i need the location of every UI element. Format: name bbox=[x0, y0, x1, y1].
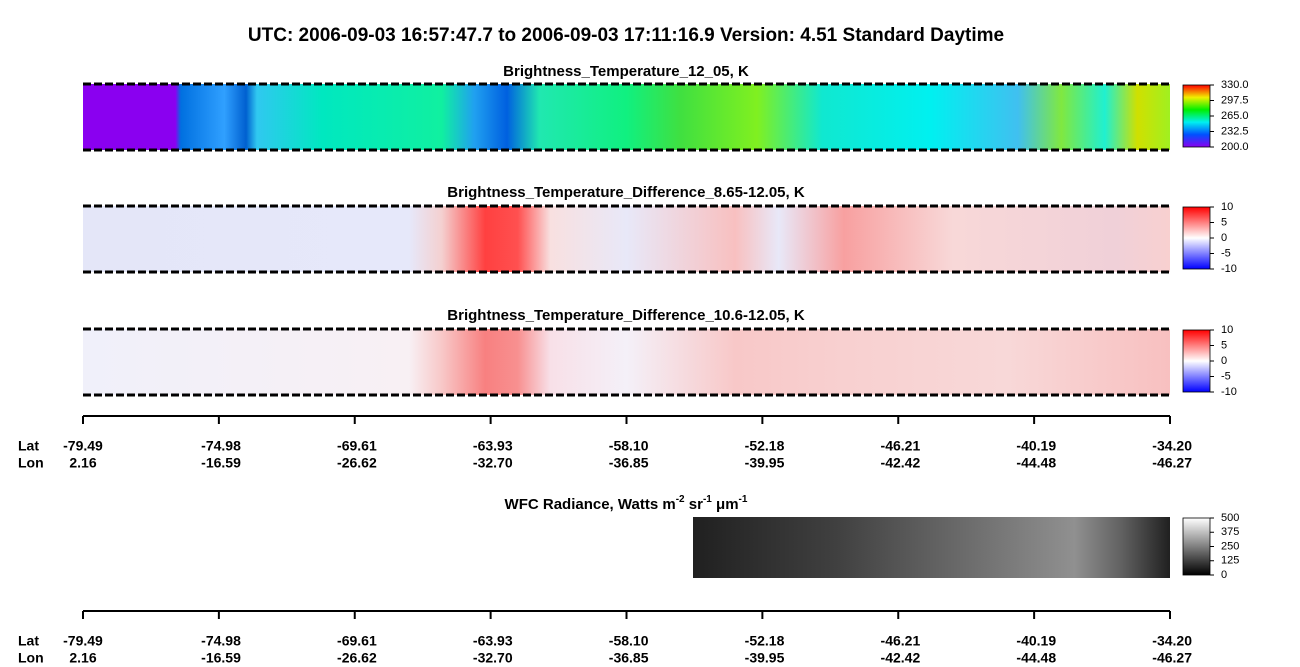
lat-value: -69.61 bbox=[337, 438, 377, 454]
colorbar-label: -5 bbox=[1221, 247, 1231, 259]
colorbar-label: 10 bbox=[1221, 324, 1233, 336]
title-text: sr bbox=[685, 496, 704, 513]
colorbar-label: 200.0 bbox=[1221, 141, 1249, 153]
image-swath bbox=[83, 329, 1170, 395]
lon-value: -32.70 bbox=[473, 455, 513, 471]
lon-value: -42.42 bbox=[881, 455, 921, 471]
superscript: -1 bbox=[703, 494, 712, 505]
colorbar-label: 500 bbox=[1221, 512, 1239, 524]
lon-label: Lon bbox=[18, 650, 44, 666]
lon-value: -39.95 bbox=[745, 650, 785, 666]
figure-title: UTC: 2006-09-03 16:57:47.7 to 2006-09-03… bbox=[248, 25, 1004, 46]
colorbar bbox=[1182, 329, 1211, 393]
lon-value: -32.70 bbox=[473, 650, 513, 666]
title-text: WFC Radiance, Watts m bbox=[505, 496, 676, 513]
colorbar-label: 0 bbox=[1221, 569, 1227, 581]
lat-value: -34.20 bbox=[1152, 438, 1192, 454]
lat-value: -40.19 bbox=[1016, 438, 1056, 454]
colorbar bbox=[1182, 84, 1211, 148]
lat-value: -58.10 bbox=[609, 633, 649, 649]
lat-value: -40.19 bbox=[1016, 633, 1056, 649]
colorbar-label: 330.0 bbox=[1221, 79, 1249, 91]
lat-label: Lat bbox=[18, 438, 39, 454]
lon-value: -46.27 bbox=[1152, 650, 1192, 666]
colorbar-label: -5 bbox=[1221, 370, 1231, 382]
lat-value: -79.49 bbox=[63, 633, 103, 649]
lat-value: -46.21 bbox=[881, 438, 921, 454]
lon-value: -44.48 bbox=[1016, 455, 1056, 471]
colorbar-label: -10 bbox=[1221, 263, 1237, 275]
lat-value: -58.10 bbox=[609, 438, 649, 454]
colorbar-label: 10 bbox=[1221, 201, 1233, 213]
lat-value: -74.98 bbox=[201, 438, 241, 454]
colorbar-label: 125 bbox=[1221, 555, 1239, 567]
title-text: μm bbox=[712, 496, 739, 513]
colorbar bbox=[1182, 206, 1211, 270]
lon-value: -26.62 bbox=[337, 455, 377, 471]
lat-value: -63.93 bbox=[473, 438, 513, 454]
colorbar-label: 297.5 bbox=[1221, 94, 1249, 106]
lon-label: Lon bbox=[18, 455, 44, 471]
lon-value: 2.16 bbox=[69, 650, 96, 666]
panel-title: Brightness_Temperature_Difference_8.65-1… bbox=[447, 184, 805, 201]
lon-value: -16.59 bbox=[201, 455, 241, 471]
lon-value: -39.95 bbox=[745, 455, 785, 471]
superscript: -2 bbox=[676, 494, 685, 505]
lat-value: -69.61 bbox=[337, 633, 377, 649]
image-swath bbox=[83, 84, 1170, 150]
panel-title: WFC Radiance, Watts m-2 sr-1 μm-1 bbox=[505, 494, 748, 513]
image-swath bbox=[83, 206, 1170, 272]
lat-value: -79.49 bbox=[63, 438, 103, 454]
lat-value: -52.18 bbox=[745, 633, 785, 649]
colorbar-label: 5 bbox=[1221, 216, 1227, 228]
lon-value: 2.16 bbox=[69, 455, 96, 471]
colorbar-label: 0 bbox=[1221, 232, 1227, 244]
panel-title: Brightness_Temperature_12_05, K bbox=[503, 63, 749, 80]
lon-value: -36.85 bbox=[609, 455, 649, 471]
lat-value: -34.20 bbox=[1152, 633, 1192, 649]
colorbar bbox=[1182, 517, 1211, 576]
lon-value: -36.85 bbox=[609, 650, 649, 666]
colorbar-label: 232.5 bbox=[1221, 125, 1249, 137]
lon-value: -26.62 bbox=[337, 650, 377, 666]
lat-value: -46.21 bbox=[881, 633, 921, 649]
colorbar-label: 375 bbox=[1221, 526, 1239, 538]
lon-value: -44.48 bbox=[1016, 650, 1056, 666]
lat-value: -63.93 bbox=[473, 633, 513, 649]
lat-label: Lat bbox=[18, 633, 39, 649]
colorbar-label: 250 bbox=[1221, 540, 1239, 552]
colorbar-label: 0 bbox=[1221, 355, 1227, 367]
lat-value: -52.18 bbox=[745, 438, 785, 454]
image-swath bbox=[693, 517, 1170, 578]
superscript: -1 bbox=[739, 494, 748, 505]
colorbar-label: 265.0 bbox=[1221, 110, 1249, 122]
lon-value: -42.42 bbox=[881, 650, 921, 666]
lon-value: -46.27 bbox=[1152, 455, 1192, 471]
colorbar-label: -10 bbox=[1221, 386, 1237, 398]
panel-title: Brightness_Temperature_Difference_10.6-1… bbox=[447, 307, 805, 324]
lon-value: -16.59 bbox=[201, 650, 241, 666]
lat-value: -74.98 bbox=[201, 633, 241, 649]
colorbar-label: 5 bbox=[1221, 339, 1227, 351]
